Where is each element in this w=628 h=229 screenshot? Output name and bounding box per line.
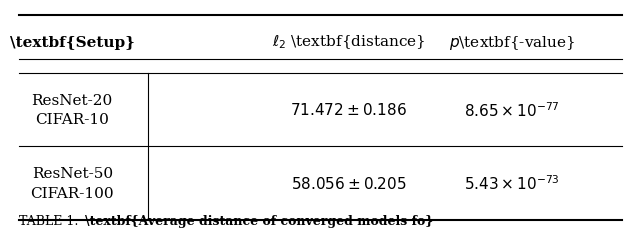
- Text: \textbf{Setup}: \textbf{Setup}: [9, 35, 135, 49]
- Text: \textbf{Average distance of converged models fo}: \textbf{Average distance of converged mo…: [85, 214, 433, 227]
- Text: $\ell_2$ \textbf{distance}: $\ell_2$ \textbf{distance}: [272, 33, 425, 51]
- Text: $p$\textbf{-value}: $p$\textbf{-value}: [448, 33, 575, 51]
- Text: ResNet-50
CIFAR-100: ResNet-50 CIFAR-100: [30, 166, 114, 200]
- Text: $58.056 \pm 0.205$: $58.056 \pm 0.205$: [291, 175, 406, 191]
- Text: $8.65 \times 10^{-77}$: $8.65 \times 10^{-77}$: [464, 101, 560, 119]
- Text: $5.43 \times 10^{-73}$: $5.43 \times 10^{-73}$: [464, 174, 560, 193]
- Text: $71.472 \pm 0.186$: $71.472 \pm 0.186$: [290, 102, 407, 118]
- Text: ResNet-20
CIFAR-10: ResNet-20 CIFAR-10: [31, 93, 113, 127]
- Text: TABLE 1:: TABLE 1:: [19, 214, 82, 227]
